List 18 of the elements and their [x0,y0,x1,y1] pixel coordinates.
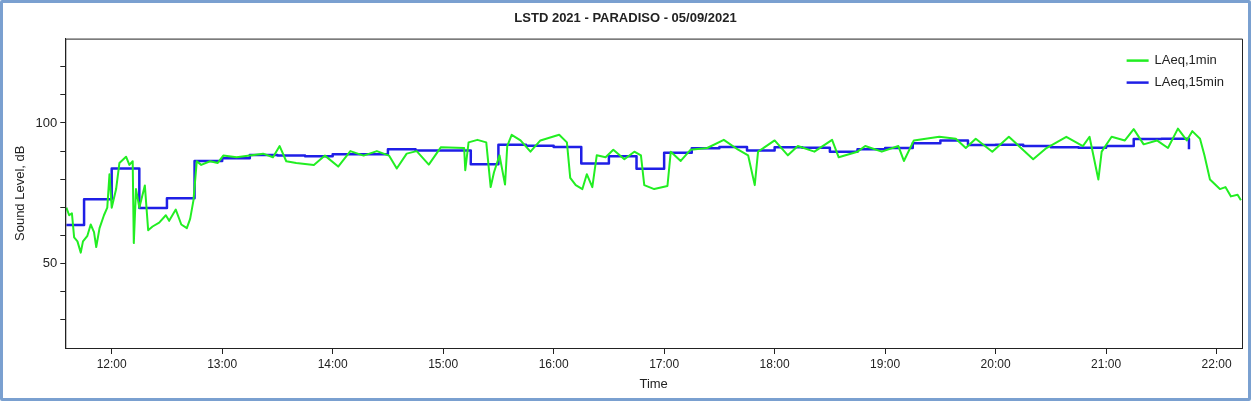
y-axis-title: Sound Level, dB [12,145,28,241]
y-tick-label: 50 [42,255,58,271]
x-tick-label: 19:00 [870,356,901,371]
x-axis-title: Time [639,375,668,391]
y-tick-label: 100 [35,114,58,130]
chart-title: LSTD 2021 - PARADISO - 05/09/2021 [514,10,737,26]
legend-label: LAeq,15min [1154,74,1225,90]
x-tick-label: 21:00 [1091,356,1122,371]
x-tick-label: 15:00 [428,356,459,371]
legend-label: LAeq,1min [1154,52,1217,68]
x-tick-label: 22:00 [1201,356,1232,371]
x-tick-label: 14:00 [317,356,349,371]
x-tick-label: 20:00 [980,356,1011,371]
x-tick-label: 13:00 [207,356,238,371]
x-tick-label: 16:00 [538,356,569,371]
x-tick-label: 12:00 [96,356,128,371]
x-tick-label: 18:00 [759,356,790,371]
x-tick-label: 17:00 [649,356,680,371]
